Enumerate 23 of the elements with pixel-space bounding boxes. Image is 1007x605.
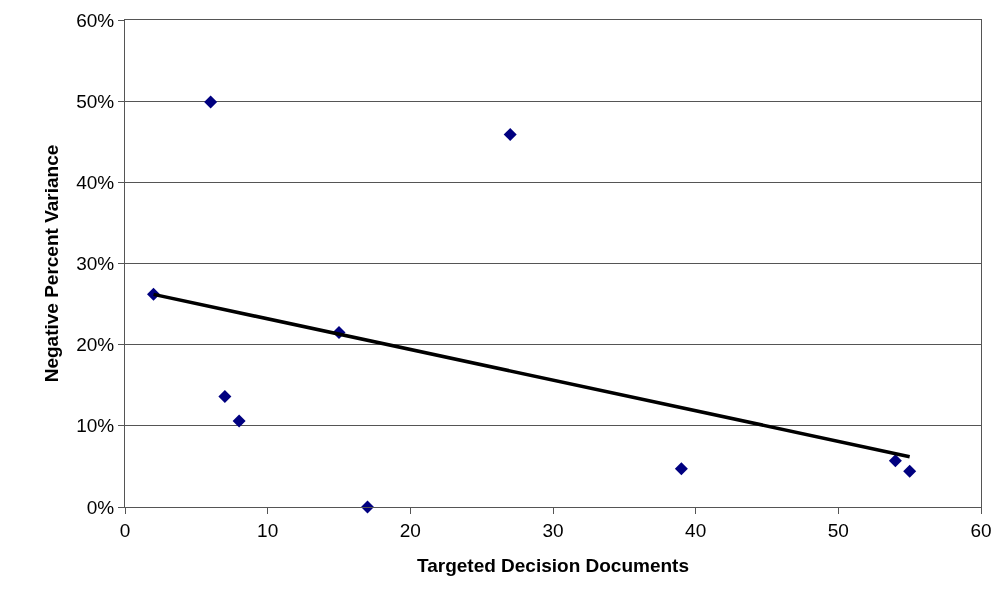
x-tick-label: 50 xyxy=(827,519,849,541)
y-tick-label: 10% xyxy=(76,415,115,437)
y-axis-title: Negative Percent Variance xyxy=(41,144,63,383)
x-tick-label: 0 xyxy=(119,519,131,541)
y-tick-label: 40% xyxy=(76,171,115,193)
x-tick-label: 60 xyxy=(970,519,992,541)
point xyxy=(888,454,902,468)
point xyxy=(903,464,917,478)
x-tick-label: 40 xyxy=(685,519,707,541)
y-tick-label: 0% xyxy=(86,496,115,518)
x-axis-title: Targeted Decision Documents xyxy=(416,554,690,576)
y-tick-label: 20% xyxy=(76,334,115,356)
x-tick-label: 20 xyxy=(399,519,421,541)
point xyxy=(232,414,246,428)
y-tick-label: 50% xyxy=(76,90,115,112)
y-tick-label: 30% xyxy=(76,253,115,275)
x-tick-label: 30 xyxy=(542,519,564,541)
point xyxy=(204,95,218,109)
point xyxy=(218,390,232,404)
x-tick-label: 10 xyxy=(257,519,279,541)
point xyxy=(674,462,688,476)
y-tick-label: 60% xyxy=(76,9,115,31)
point xyxy=(503,127,517,141)
